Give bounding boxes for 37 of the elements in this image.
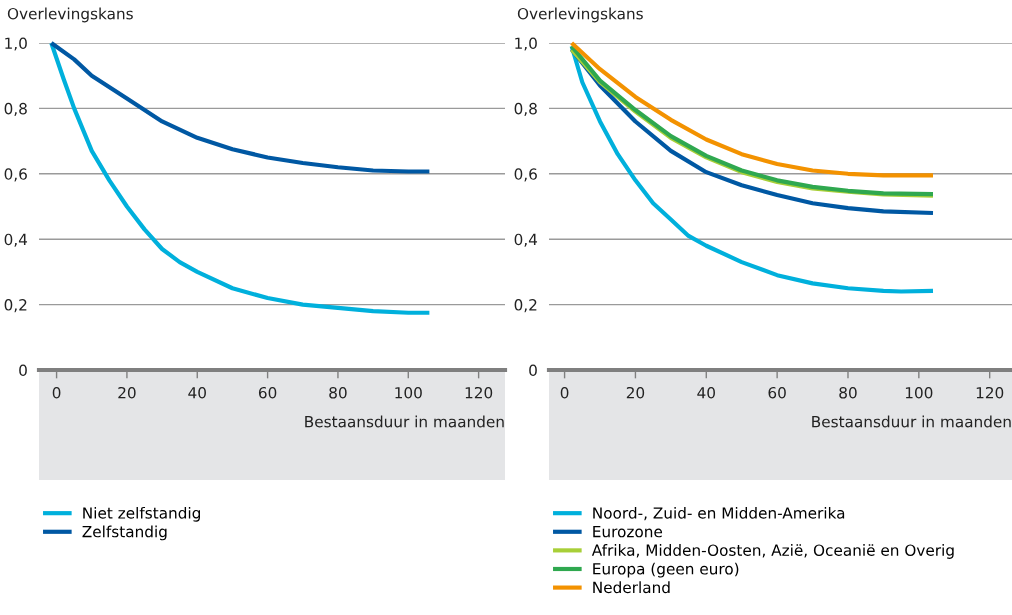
y-tick-label: 0 xyxy=(19,364,27,377)
x-tick-label: 80 xyxy=(839,386,857,399)
x-tick-label: 60 xyxy=(258,386,277,399)
y-tick-label: 0,6 xyxy=(514,168,537,182)
y-axis-title: Overlevingskans xyxy=(517,7,643,23)
x-axis-title: Bestaansduur in maanden xyxy=(305,415,504,428)
x-tick-label: 0 xyxy=(560,386,569,399)
x-tick-label: 20 xyxy=(626,386,645,399)
legend-label: Afrika, Midden-Oosten, Azië, Oceanië en Overig xyxy=(591,544,954,559)
x-tick-label: 20 xyxy=(118,386,136,399)
legend-label: Eurozone xyxy=(593,525,663,538)
legend-label: Europa (geen euro) xyxy=(593,562,739,578)
y-tick-label: 1,0 xyxy=(515,37,537,51)
legend-label: Niet zelfstandig xyxy=(83,506,200,522)
y-tick-label: 0,4 xyxy=(514,233,538,247)
x-tick-label: 100 xyxy=(395,386,422,399)
legend-label: Nederland xyxy=(593,581,670,594)
x-tick-label: 120 xyxy=(976,386,1004,399)
y-tick-label: 0,4 xyxy=(4,233,28,247)
x-tick-label: 0 xyxy=(52,386,61,399)
x-axis-title: Bestaansduur in maanden xyxy=(812,415,1011,428)
y-axis-title: Overlevingskans xyxy=(7,7,133,23)
x-tick-label: 120 xyxy=(465,386,493,399)
x-tick-label: 40 xyxy=(188,386,206,399)
legend-label: Noord-, Zuid- en Midden-Amerika xyxy=(593,506,845,521)
y-tick-label: 0,8 xyxy=(514,102,537,116)
x-tick-label: 40 xyxy=(697,386,715,399)
y-tick-label: 0,6 xyxy=(4,168,27,182)
x-tick-label: 80 xyxy=(329,386,347,399)
y-tick-label: 0,2 xyxy=(4,299,27,313)
y-tick-label: 1,0 xyxy=(5,37,27,51)
x-tick-label: 100 xyxy=(905,386,933,399)
legend-label: Zelfstandig xyxy=(82,525,167,541)
y-tick-label: 0,8 xyxy=(4,102,27,116)
x-tick-label: 60 xyxy=(768,386,786,399)
y-tick-label: 0 xyxy=(529,364,537,377)
y-tick-label: 0,2 xyxy=(514,299,537,313)
